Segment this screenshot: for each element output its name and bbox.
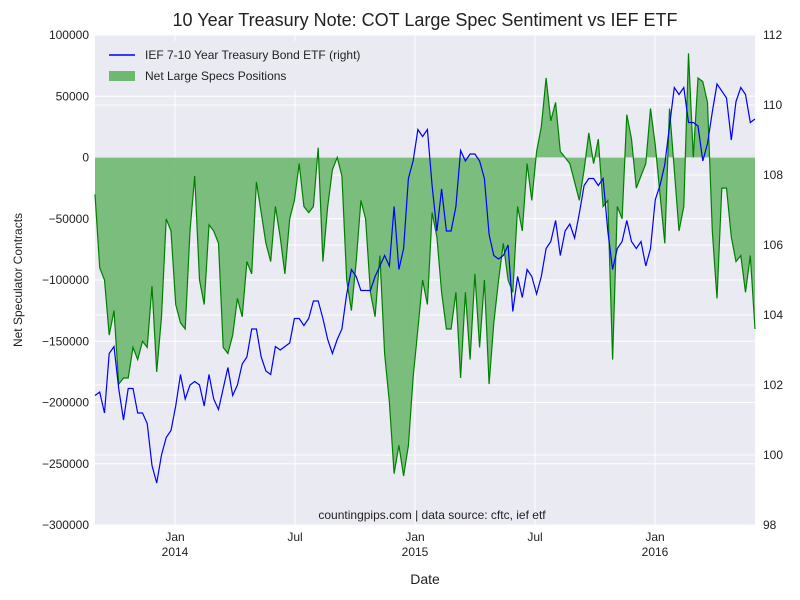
y2-tick-label: 110: [763, 98, 782, 112]
legend-swatch: [109, 71, 135, 81]
line: [94, 82, 756, 484]
y2-tick-label: 112: [763, 28, 782, 42]
annotation: countingpips.com | data source: cftc, ie…: [318, 508, 546, 522]
y-tick-label: 0: [82, 151, 89, 165]
y2-tick-label: 104: [763, 308, 783, 322]
y-axis-label: Net Speculator Contracts: [11, 213, 25, 347]
y2-tick-label: 100: [763, 448, 783, 462]
y-tick-label: −150000: [42, 334, 89, 348]
y2-tick-label: 108: [763, 168, 783, 182]
area-line: [94, 53, 756, 477]
y-tick-label: 100000: [49, 28, 89, 42]
y2-tick-label: 106: [763, 238, 783, 252]
y2-tick-label: 98: [763, 518, 777, 532]
y-tick-label: 50000: [56, 89, 90, 103]
y-tick-label: −100000: [42, 273, 89, 287]
x-tick-label: Jan 2016: [642, 530, 669, 559]
x-tick-label: Jul: [527, 530, 542, 544]
legend-label: IEF 7-10 Year Treasury Bond ETF (right): [145, 48, 360, 62]
x-tick-label: Jan 2014: [162, 530, 189, 559]
chart-title: 10 Year Treasury Note: COT Large Spec Se…: [173, 10, 678, 30]
y-tick-label: −200000: [42, 396, 89, 410]
y-tick-label: −250000: [42, 457, 89, 471]
y-tick-label: −50000: [49, 212, 90, 226]
legend-label: Net Large Specs Positions: [145, 69, 286, 83]
x-tick-label: Jan 2015: [402, 530, 429, 559]
x-tick-label: Jul: [287, 530, 302, 544]
y2-tick-label: 102: [763, 378, 783, 392]
x-axis-label: Date: [410, 571, 440, 587]
y-tick-label: −300000: [42, 518, 89, 532]
area: [95, 53, 755, 477]
legend-box: [103, 41, 403, 91]
